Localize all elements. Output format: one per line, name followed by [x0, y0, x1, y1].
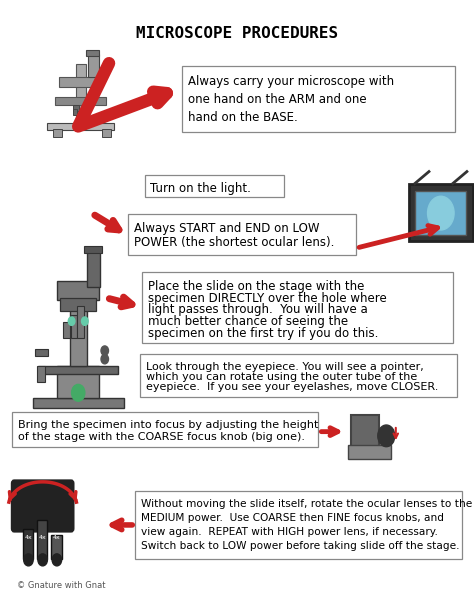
FancyBboxPatch shape [76, 64, 85, 123]
FancyBboxPatch shape [37, 367, 45, 382]
Text: 4x: 4x [25, 535, 32, 540]
Text: light passes through.  You will have a: light passes through. You will have a [148, 303, 368, 317]
FancyBboxPatch shape [85, 50, 99, 56]
FancyBboxPatch shape [46, 122, 115, 130]
FancyBboxPatch shape [37, 520, 47, 559]
Circle shape [101, 355, 109, 364]
FancyBboxPatch shape [33, 398, 124, 408]
FancyBboxPatch shape [12, 480, 73, 532]
FancyBboxPatch shape [142, 272, 453, 343]
Text: specimen DIRECTLY over the hole where: specimen DIRECTLY over the hole where [148, 292, 387, 305]
FancyBboxPatch shape [64, 322, 70, 338]
Text: eyepiece.  If you see your eyelashes, move CLOSER.: eyepiece. If you see your eyelashes, mov… [146, 382, 438, 393]
FancyBboxPatch shape [53, 129, 62, 137]
Text: Look through the eyepiece. You will see a pointer,: Look through the eyepiece. You will see … [146, 362, 423, 371]
Text: POWER (the shortest ocular lens).: POWER (the shortest ocular lens). [134, 237, 334, 249]
FancyBboxPatch shape [135, 491, 462, 559]
Circle shape [72, 384, 85, 401]
Text: Always carry your microscope with: Always carry your microscope with [188, 75, 394, 88]
Circle shape [378, 425, 395, 447]
Text: Always START and END on LOW: Always START and END on LOW [134, 222, 319, 235]
FancyBboxPatch shape [415, 191, 466, 235]
Text: one hand on the ARM and one: one hand on the ARM and one [188, 93, 367, 106]
FancyBboxPatch shape [23, 529, 33, 559]
FancyBboxPatch shape [140, 354, 457, 397]
Text: of the stage with the COARSE focus knob (big one).: of the stage with the COARSE focus knob … [18, 432, 304, 441]
Circle shape [38, 554, 47, 566]
FancyBboxPatch shape [51, 535, 62, 559]
FancyBboxPatch shape [70, 298, 86, 367]
Text: 4x: 4x [39, 535, 46, 540]
FancyBboxPatch shape [73, 109, 77, 114]
Text: 4x: 4x [53, 535, 61, 540]
Text: Turn on the light.: Turn on the light. [150, 182, 251, 195]
Text: MICROSCOPE PROCEDURES: MICROSCOPE PROCEDURES [136, 26, 338, 40]
Circle shape [101, 346, 109, 355]
FancyBboxPatch shape [55, 97, 107, 105]
Circle shape [52, 554, 62, 566]
Circle shape [68, 317, 75, 325]
Text: view again.  REPEAT with HIGH power lens, if necessary.: view again. REPEAT with HIGH power lens,… [141, 527, 438, 537]
FancyBboxPatch shape [88, 54, 99, 77]
FancyBboxPatch shape [128, 214, 356, 255]
FancyBboxPatch shape [77, 306, 84, 338]
FancyBboxPatch shape [59, 77, 102, 87]
Circle shape [78, 121, 84, 129]
Circle shape [428, 196, 454, 230]
FancyBboxPatch shape [84, 246, 102, 253]
FancyBboxPatch shape [60, 298, 97, 311]
Text: Place the slide on the stage with the: Place the slide on the stage with the [148, 280, 364, 293]
FancyBboxPatch shape [73, 105, 79, 111]
FancyBboxPatch shape [351, 415, 379, 448]
Circle shape [82, 317, 88, 325]
FancyBboxPatch shape [348, 445, 391, 459]
Text: Switch back to LOW power before taking slide off the stage.: Switch back to LOW power before taking s… [141, 541, 459, 551]
Text: Without moving the slide itself, rotate the ocular lenses to the: Without moving the slide itself, rotate … [141, 499, 472, 509]
FancyBboxPatch shape [71, 315, 77, 338]
Text: which you can rotate using the outer tube of the: which you can rotate using the outer tub… [146, 372, 417, 382]
FancyBboxPatch shape [35, 349, 47, 356]
FancyBboxPatch shape [38, 367, 118, 374]
FancyBboxPatch shape [102, 129, 111, 137]
FancyBboxPatch shape [409, 184, 473, 241]
Text: specimen on the first try if you do this.: specimen on the first try if you do this… [148, 327, 378, 340]
FancyBboxPatch shape [12, 412, 318, 447]
FancyBboxPatch shape [86, 250, 100, 288]
FancyBboxPatch shape [145, 175, 284, 197]
Text: © Gnature with Gnat: © Gnature with Gnat [17, 581, 105, 590]
Circle shape [24, 554, 33, 566]
Text: much better chance of seeing the: much better chance of seeing the [148, 315, 348, 328]
Text: Bring the specimen into focus by adjusting the height: Bring the specimen into focus by adjusti… [18, 420, 318, 430]
FancyBboxPatch shape [57, 281, 99, 300]
FancyBboxPatch shape [57, 367, 99, 398]
Text: hand on the BASE.: hand on the BASE. [188, 111, 298, 124]
FancyBboxPatch shape [182, 66, 455, 132]
Text: MEDIUM power.  Use COARSE then FINE focus knobs, and: MEDIUM power. Use COARSE then FINE focus… [141, 513, 444, 523]
